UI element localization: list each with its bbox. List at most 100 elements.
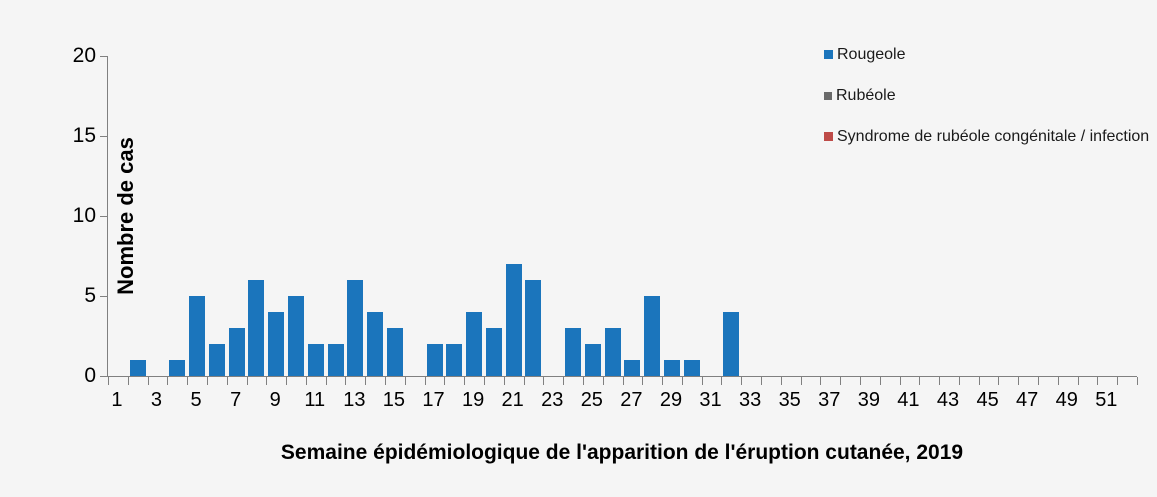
x-tick [147,377,149,385]
bar-week-2 [129,360,146,376]
plot-area [100,56,1138,385]
x-tick [523,377,525,385]
x-tick-label: 45 [976,389,999,411]
x-tick [1077,377,1079,385]
y-tick [100,376,107,377]
bar-week-26 [604,328,621,376]
bar-week-29 [663,360,680,376]
x-tick-label: 23 [541,389,564,411]
x-tick-label: 3 [150,389,163,411]
y-tick [100,136,107,137]
bar-week-15 [386,328,403,376]
y-tick [100,216,107,217]
x-tick-label: 33 [739,389,762,411]
x-tick [483,377,485,385]
x-tick [385,377,387,385]
x-tick-label: 47 [1016,389,1039,411]
x-tick [741,377,743,385]
x-tick [998,377,1000,385]
x-tick [345,377,347,385]
x-tick [325,377,327,385]
legend-label-rubeole: Rubéole [836,86,896,104]
x-tick [226,377,228,385]
bar-week-14 [367,312,384,376]
x-tick-label: 11 [304,389,326,411]
bar-week-9 [268,312,285,376]
x-tick [286,377,288,385]
bar-week-25 [584,344,601,376]
bar-week-10 [287,296,304,376]
x-tick-label: 29 [659,389,683,411]
bar-week-20 [485,328,502,376]
y-tick [100,296,107,297]
x-tick [662,377,664,385]
rubeole-swatch-icon [824,91,832,100]
x-tick-label: 51 [1095,389,1118,411]
legend: Rougeole Rubéole Syndrome de rubéole con… [824,45,1149,146]
x-tick [879,377,881,385]
x-tick [206,377,208,385]
legend-item-src: Syndrome de rubéole congénitale / infect… [824,127,1149,146]
x-tick [246,377,248,385]
x-tick-label: 25 [580,389,603,411]
x-tick-label: 43 [936,389,960,411]
x-axis-title: Semaine épidémiologique de l'apparition … [280,441,964,464]
x-tick [780,377,782,385]
x-tick [859,377,861,385]
bar-week-30 [683,360,700,376]
x-tick [681,377,683,385]
y-tick-label: 10 [72,204,96,227]
x-tick [1097,377,1099,385]
legend-label-src: Syndrome de rubéole congénitale / infect… [837,127,1150,145]
bar-week-32 [723,312,740,376]
x-tick [108,377,109,385]
bar-week-7 [228,328,245,376]
x-tick [840,377,842,385]
bar-week-12 [327,344,344,376]
x-tick-label: 1 [111,389,123,411]
x-tick [444,377,446,385]
x-tick-label: 49 [1055,389,1078,411]
x-tick [721,377,723,385]
x-tick-label: 21 [501,389,524,411]
bar-week-8 [248,280,265,376]
x-tick [701,377,703,385]
x-tick [642,377,644,385]
bar-week-22 [525,280,542,376]
x-tick-label: 17 [422,389,445,411]
y-tick-label: 20 [72,44,96,67]
x-tick [266,377,268,385]
x-tick [305,377,307,385]
legend-item-rubeole: Rubéole [824,86,1149,105]
bar-week-24 [565,328,582,376]
x-tick [167,377,169,385]
x-tick [1137,377,1138,385]
x-tick-label: 39 [857,389,880,411]
rougeole-swatch-icon [824,50,833,59]
bar-week-21 [505,264,522,376]
x-tick-label: 15 [382,389,406,411]
x-tick [800,377,802,385]
bar-week-4 [169,360,186,376]
x-tick-label: 5 [190,389,202,411]
x-tick [563,377,565,385]
x-tick [1018,377,1020,385]
bar-week-27 [624,360,641,376]
x-tick-label: 19 [461,389,485,411]
y-tick-label: 5 [84,284,96,307]
x-tick [424,377,426,385]
bar-week-13 [347,280,364,376]
bar-week-19 [466,312,483,376]
x-tick [187,377,189,385]
x-tick [543,377,545,385]
x-tick [602,377,604,385]
legend-label-rougeole: Rougeole [837,45,906,63]
bar-week-6 [208,344,225,376]
x-tick [464,377,466,385]
bar-week-5 [189,296,206,376]
x-tick [503,377,505,385]
x-tick [404,377,406,385]
x-tick-label: 31 [699,389,722,411]
x-tick [958,377,960,385]
